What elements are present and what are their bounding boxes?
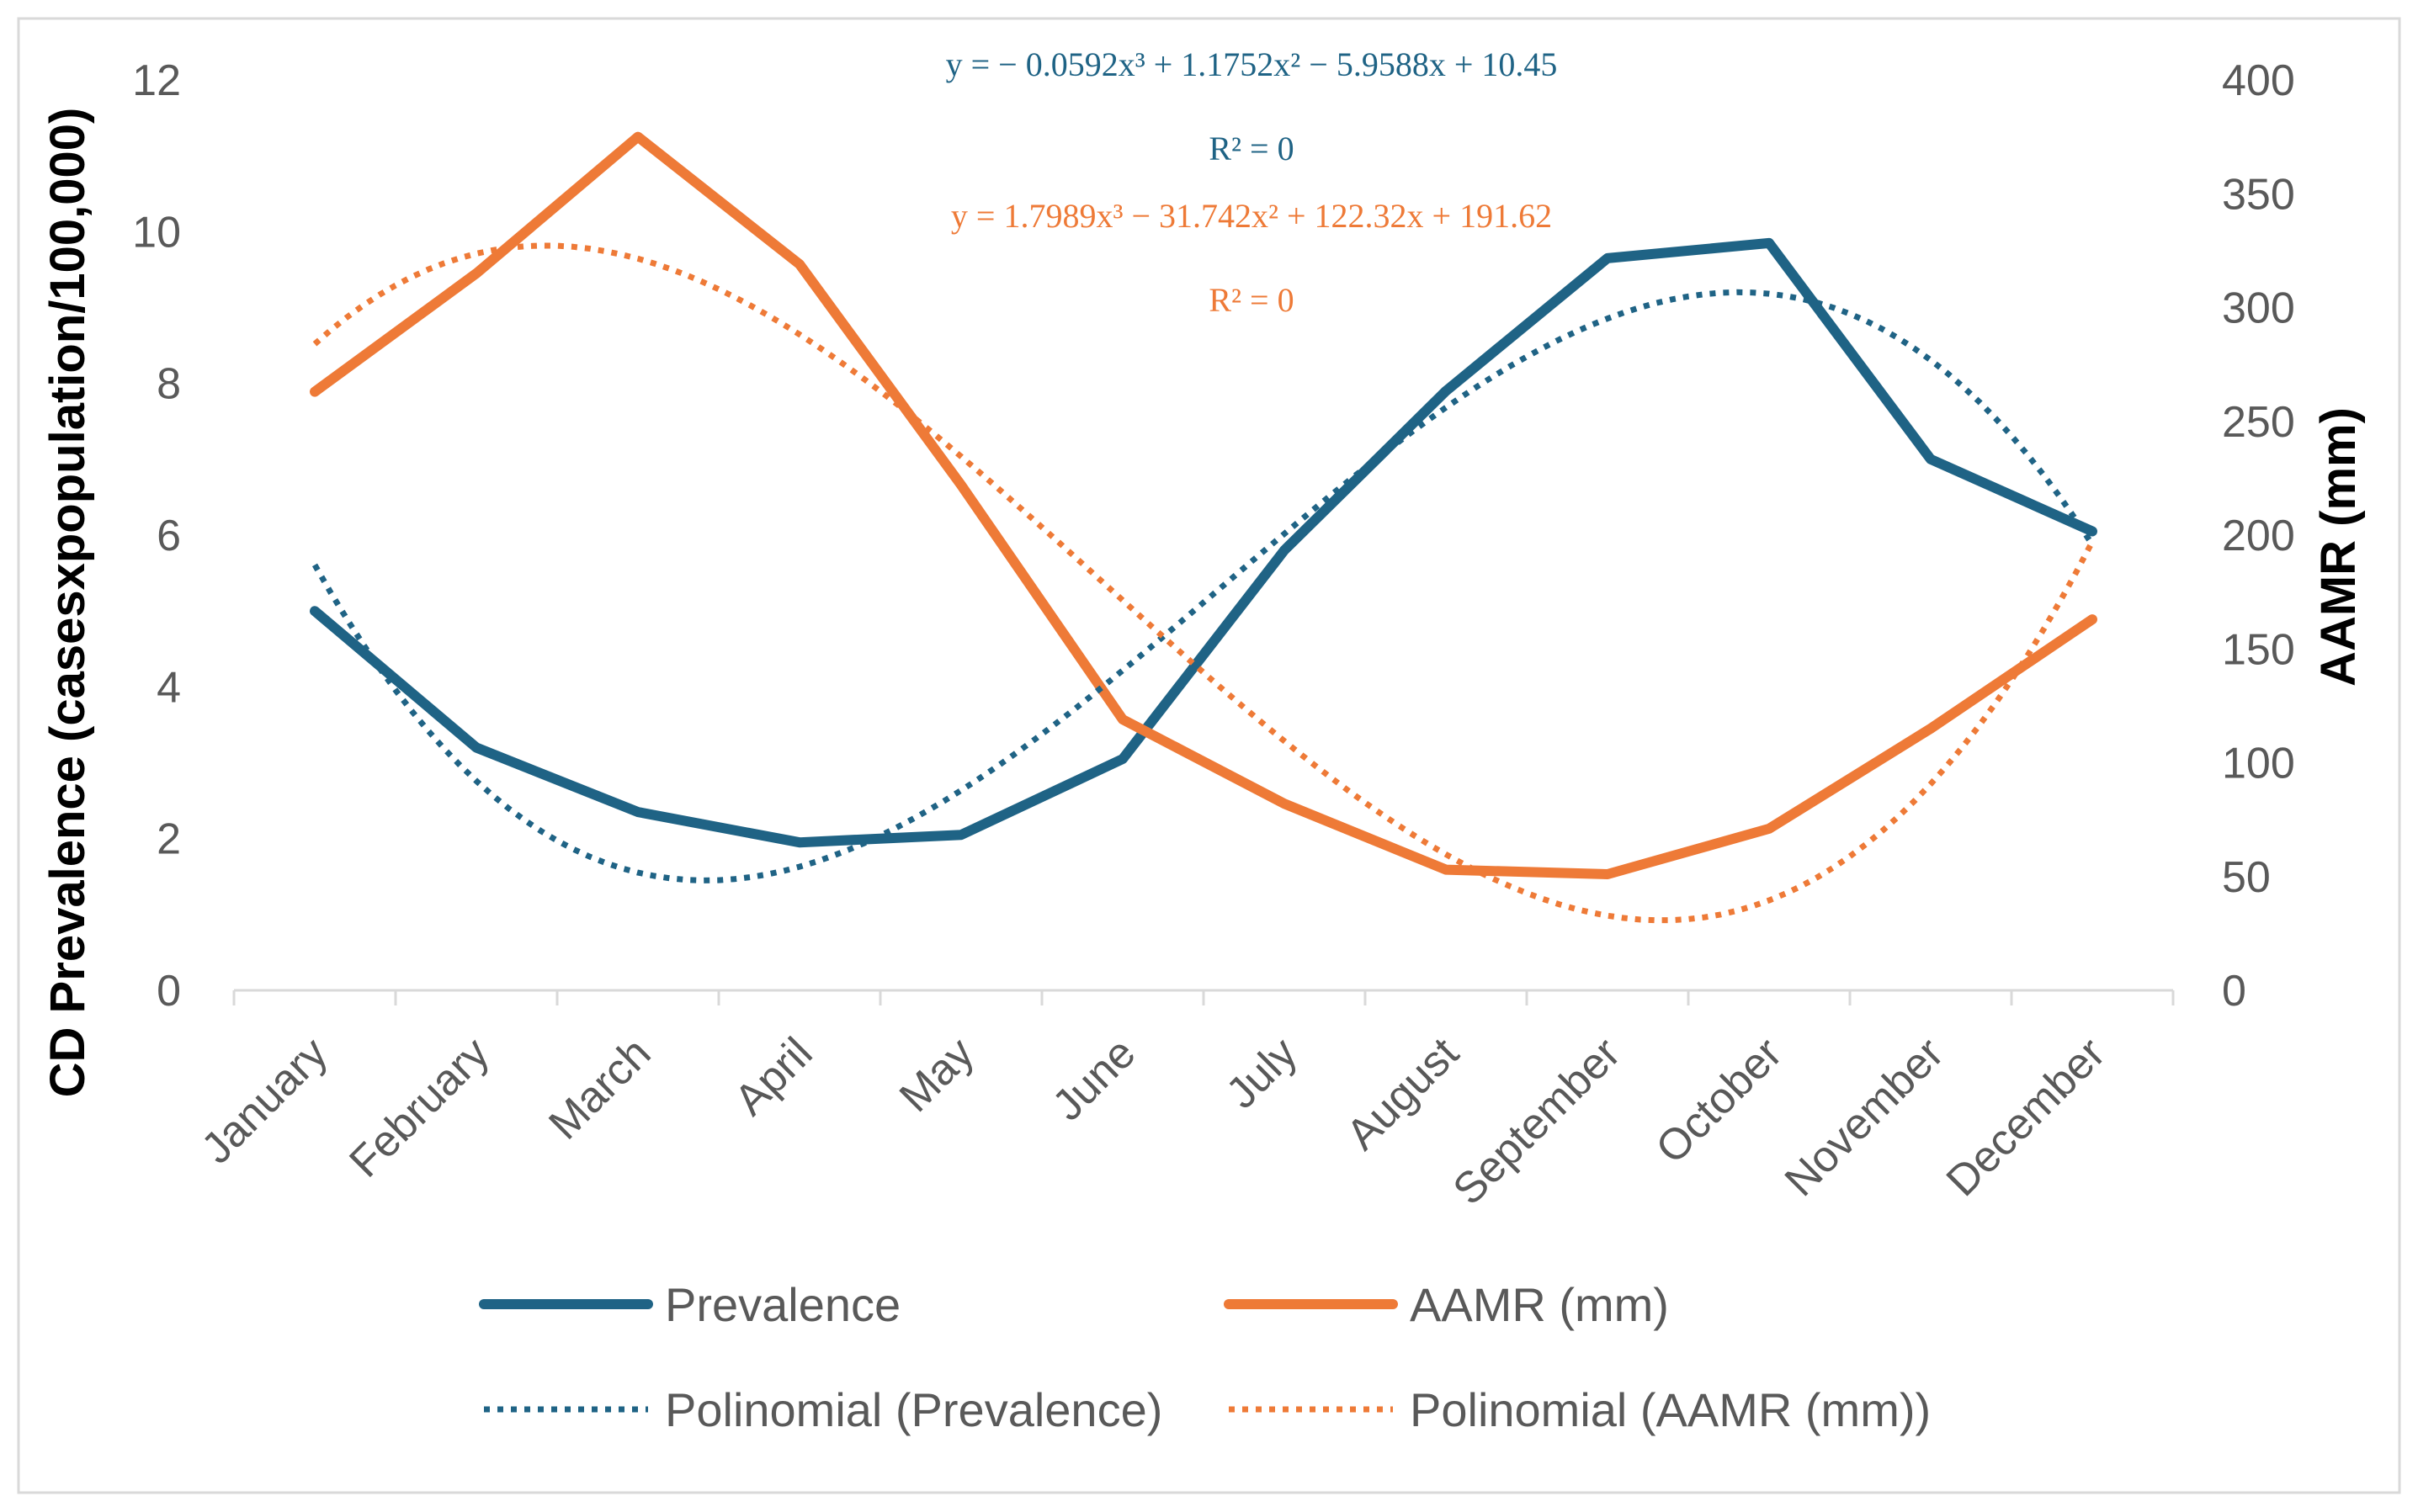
legend-group: Prevalence AAMR (mm) Polinomial (Prevalenc… <box>479 1278 1931 1436</box>
legend-label: AAMR (mm) <box>1410 1278 1669 1331</box>
y-right-axis-title: AAMR (mm) <box>2311 407 2366 687</box>
series-group <box>310 131 2097 924</box>
chart-border <box>17 17 2401 1494</box>
y-right-tick-label: 300 <box>2222 284 2295 333</box>
y-right-tick-label: 100 <box>2222 740 2295 788</box>
trendline-equation-4: R² = 0 <box>1209 281 1294 319</box>
y-right-tick-label: 400 <box>2222 56 2295 105</box>
trendline-equation-3: y = 1.7989x³ − 31.742x² + 122.32x + 191.… <box>951 197 1552 235</box>
y-right-tick-label: 0 <box>2222 967 2246 1016</box>
y-left-tick-label: 12 <box>132 56 181 105</box>
y-right-tick-label: 150 <box>2222 625 2295 674</box>
trendline-equation-2: R² = 0 <box>1209 130 1294 167</box>
series-line-polinomial-prevalence <box>311 289 2095 883</box>
annotations-group: y = − 0.0592x³ + 1.1752x² − 5.9588x + 10… <box>946 45 1558 319</box>
y-left-axis-title: CD Prevalence (casesxpopulation/100,000) <box>40 108 95 1098</box>
legend-label: Prevalence <box>665 1278 901 1331</box>
series-line-polinomial-aamr-mm <box>312 242 2096 924</box>
y-left-tick-label: 0 <box>157 967 181 1016</box>
y-left-tick-label: 10 <box>132 208 181 257</box>
series-line-aamr-mm <box>310 131 2097 879</box>
y-left-tick-label: 8 <box>157 360 181 409</box>
y-right-tick-label: 50 <box>2222 853 2271 902</box>
y-left-tick-label: 2 <box>157 815 181 864</box>
y-right-tick-label: 350 <box>2222 170 2295 219</box>
trendline-equation-1: y = − 0.0592x³ + 1.1752x² − 5.9588x + 10… <box>946 45 1558 83</box>
y-left-tick-label: 4 <box>157 663 181 712</box>
legend-label: Polinomial (AAMR (mm)) <box>1410 1383 1931 1436</box>
y-right-tick-label: 200 <box>2222 512 2295 560</box>
y-left-tick-label: 6 <box>157 512 181 560</box>
y-right-tick-label: 250 <box>2222 398 2295 447</box>
legend-label: Polinomial (Prevalence) <box>665 1383 1162 1436</box>
series-line-prevalence <box>310 237 2097 848</box>
